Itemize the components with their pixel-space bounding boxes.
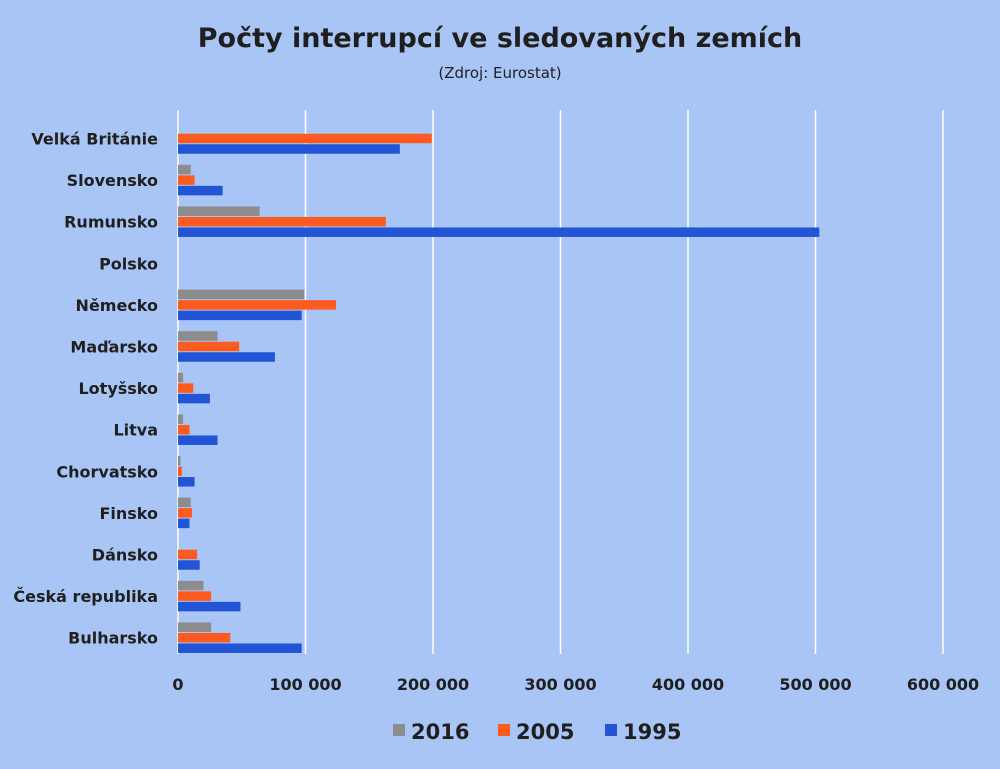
bar-2005 <box>178 383 194 393</box>
bar-2005 <box>178 632 231 643</box>
bar-2016 <box>178 289 305 300</box>
bar-1995 <box>178 352 275 362</box>
category-label: Rumunsko <box>64 213 158 232</box>
bar-2005 <box>178 424 190 435</box>
category-label: Německo <box>76 296 158 315</box>
bar-2005 <box>178 300 337 310</box>
legend: 2016 2005 1995 <box>393 720 681 744</box>
chart-subtitle: (Zdroj: Eurostat) <box>438 64 561 82</box>
category-label: Slovensko <box>67 171 158 190</box>
bar-1995 <box>178 227 820 237</box>
bar-2005 <box>178 341 240 352</box>
bar-2016 <box>178 497 191 508</box>
bar-2016 <box>178 622 212 632</box>
bar-1995 <box>178 185 223 196</box>
x-tick-label: 400 000 <box>652 675 724 694</box>
category-label: Česká republika <box>13 587 158 606</box>
x-tick-label: 300 000 <box>524 675 596 694</box>
category-label: Litva <box>113 421 158 440</box>
category-label: Velká Británie <box>31 130 158 149</box>
bar-1995 <box>178 601 241 612</box>
category-label: Maďarsko <box>70 338 158 357</box>
category-labels: Velká Británie Slovensko Rumunsko Polsko Něm… <box>13 130 158 648</box>
bar-1995 <box>178 435 218 445</box>
bar-2016 <box>178 414 184 424</box>
legend-swatch-1995 <box>605 724 617 736</box>
bar-2005 <box>178 133 432 144</box>
bar-1995 <box>178 477 195 487</box>
chart-title: Počty interrupcí ve sledovaných zemích <box>198 23 803 54</box>
category-label: Chorvatsko <box>56 462 158 481</box>
bar-2016 <box>178 206 260 216</box>
legend-label-1995: 1995 <box>623 720 681 744</box>
gridlines <box>177 110 944 654</box>
bar-2016 <box>178 580 204 591</box>
bar-1995 <box>178 144 400 154</box>
bar-2016 <box>178 456 181 466</box>
bar-1995 <box>178 643 302 653</box>
bar-1995 <box>178 518 190 529</box>
x-tick-label: 500 000 <box>779 675 851 694</box>
category-label: Polsko <box>99 254 158 273</box>
bar-2005 <box>178 216 386 227</box>
bar-2005 <box>178 591 212 601</box>
legend-swatch-2005 <box>498 724 510 736</box>
bar-2005 <box>178 175 195 185</box>
bar-2016 <box>178 372 184 383</box>
category-label: Lotyšsko <box>78 379 158 398</box>
bars <box>178 133 820 653</box>
x-tick-label: 0 <box>172 675 183 694</box>
x-tick-label: 200 000 <box>397 675 469 694</box>
legend-label-2016: 2016 <box>411 720 469 744</box>
bar-1995 <box>178 310 302 321</box>
x-tick-label: 100 000 <box>269 675 341 694</box>
bar-1995 <box>178 560 200 570</box>
category-label: Dánsko <box>92 546 158 565</box>
bar-2005 <box>178 549 198 560</box>
x-axis-tick-labels: 0 100 000 200 000 300 000 400 000 500 000 600 … <box>172 675 979 694</box>
bar-2005 <box>178 466 182 477</box>
x-tick-label: 600 000 <box>907 675 979 694</box>
bar-1995 <box>178 393 210 404</box>
bar-2016 <box>178 164 191 175</box>
bar-2005 <box>178 508 193 518</box>
category-label: Bulharsko <box>68 629 158 648</box>
legend-swatch-2016 <box>393 724 405 736</box>
bar-2016 <box>178 331 218 341</box>
category-label: Finsko <box>99 504 158 523</box>
legend-label-2005: 2005 <box>516 720 574 744</box>
